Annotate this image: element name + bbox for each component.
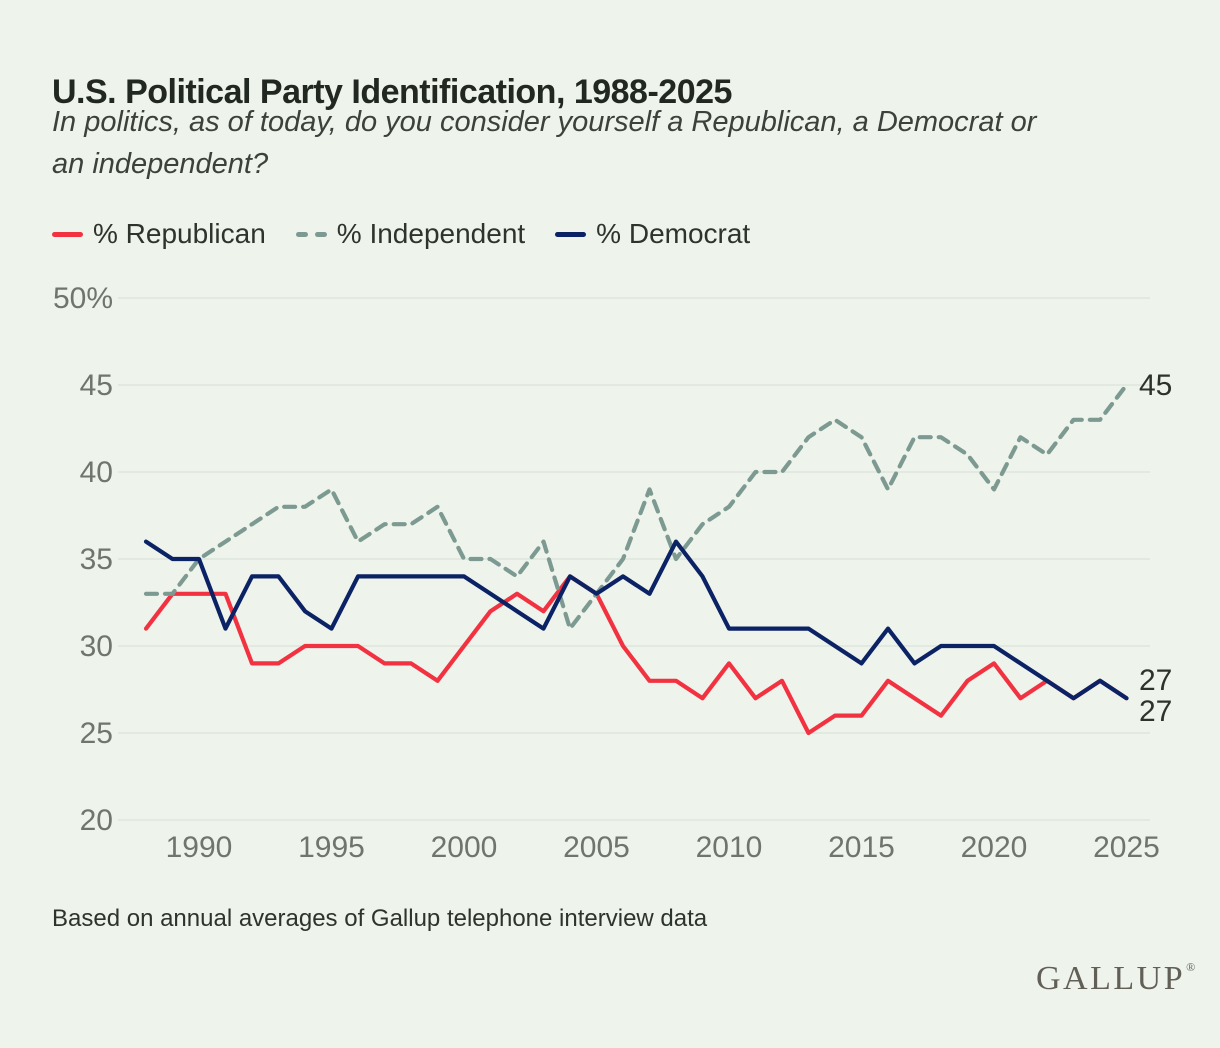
x-tick-label-2005: 2005 (563, 831, 630, 864)
y-tick-label-35: 35 (80, 543, 113, 576)
series-line-democrat (143, 539, 1129, 701)
y-tick-label-40: 40 (80, 456, 113, 489)
x-tick-label-2025: 2025 (1093, 831, 1160, 864)
x-tick-label-1990: 1990 (166, 831, 233, 864)
survey-question-subtitle: In politics, as of today, do you conside… (52, 101, 1036, 185)
series-line-independent (143, 382, 1129, 631)
series-end-value-label-0: 45 (1139, 369, 1172, 402)
series-end-value-label-2: 27 (1139, 695, 1172, 728)
legend-label: % Independent (336, 218, 526, 249)
legend-item-republican: % Republican (52, 218, 266, 250)
legend-item-democrat: % Democrat (555, 218, 750, 250)
y-tick-label-25: 25 (80, 717, 113, 750)
source-footnote: Based on annual averages of Gallup telep… (52, 905, 708, 932)
gallup-logo: GALLUP® (1036, 960, 1196, 997)
x-tick-label-1995: 1995 (298, 831, 365, 864)
chart-area: 50% 45 40 35 30 25 20 1990 1995 2000 2005 2010 2015 2… (0, 270, 1220, 870)
registered-mark: ® (1186, 960, 1196, 974)
subtitle-line-2: an independent? (52, 148, 269, 180)
x-tick-label-2000: 2000 (431, 831, 498, 864)
legend-label: % Republican (93, 218, 266, 249)
legend-label: % Democrat (596, 218, 751, 249)
series-end-value-label-1: 27 (1139, 664, 1172, 697)
y-tick-label-30: 30 (80, 630, 113, 663)
subtitle-line-1: In politics, as of today, do you conside… (52, 106, 1037, 138)
x-tick-label-2015: 2015 (828, 831, 895, 864)
series-line-republican (143, 574, 1129, 736)
x-tick-label-2020: 2020 (961, 831, 1028, 864)
page-title: U.S. Political Party Identification, 198… (52, 72, 732, 111)
y-tick-label-50: 50% (53, 282, 113, 315)
legend-swatch-icon (555, 231, 587, 237)
y-tick-label-20: 20 (80, 804, 113, 837)
legend-swatch-icon (295, 231, 327, 237)
legend-item-independent: % Independent (295, 218, 526, 250)
legend-swatch-icon (52, 231, 83, 237)
party-id-chart-svg: 50% 45 40 35 30 25 20 1990 1995 2000 2005 2010 2015 2… (53, 282, 1172, 864)
y-tick-label-45: 45 (80, 369, 113, 402)
x-tick-label-2010: 2010 (696, 831, 763, 864)
chart-legend: % Republican % Independent % Democrat (52, 218, 750, 250)
